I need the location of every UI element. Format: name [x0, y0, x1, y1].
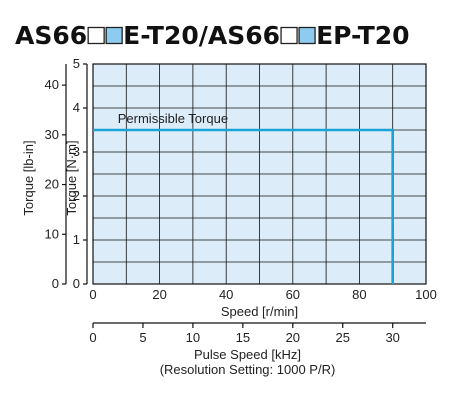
x-speed-tick-label: 0: [89, 287, 96, 302]
y-nm-tick-label: 5: [73, 56, 80, 71]
x-pulse-tick-label: 0: [89, 330, 96, 345]
x-pulse-tick-label: 10: [186, 330, 200, 345]
x-axis-pulse-label: Pulse Speed [kHz]: [194, 347, 301, 362]
title-swatch-1-blue-box: [105, 26, 123, 45]
x-speed-tick-label: 40: [219, 287, 233, 302]
x-pulse-tick-label: 25: [336, 330, 350, 345]
y-lbin-tick-label: 0: [52, 276, 59, 291]
y-lbin-tick-label: 10: [45, 226, 59, 241]
x-axis-speed: 0 20 40 60 80 100 Speed [r/min]: [89, 287, 436, 319]
y-nm-tick-label: 3: [73, 144, 80, 159]
plot-frame: [92, 63, 427, 285]
x-axis-pulse-speed: 0 5 10 15 20 25 30 Pulse Speed [kHz](Resolution…: [89, 322, 426, 377]
y-nm-tick-label: 1: [73, 232, 80, 247]
y-lbin-tick-label: 40: [45, 77, 59, 92]
title-swatch-1-white-box: [87, 26, 105, 45]
chart-title: AS66 E-T20/AS66 EP-T20: [15, 21, 410, 50]
y-nm-tick-label: 0: [73, 276, 80, 291]
permissible-torque-label: Permissible Torque: [118, 111, 228, 126]
y-axis-lbin-label: Torque [lb-in]: [21, 140, 36, 215]
x-pulse-tick-label: 5: [139, 330, 146, 345]
y-lbin-tick-label: 30: [45, 127, 59, 142]
y-nm-tick-label: 4: [73, 100, 80, 115]
x-axis-speed-label: Speed [r/min]: [221, 304, 298, 319]
title-text: AS66 E-T20/AS66 EP-T20: [15, 21, 410, 50]
x-pulse-tick-label: 30: [385, 330, 399, 345]
title-swatch-2-white-box: [280, 26, 298, 45]
y-axis-nm: 0 1 2 3 4 5 Torque [N·m]: [64, 56, 88, 291]
x-axis-pulse-note: (Resolution Setting: 1000 P/R): [160, 362, 336, 377]
y-nm-tick-label: 2: [73, 188, 80, 203]
y-lbin-tick-label: 20: [45, 177, 59, 192]
x-speed-tick-label: 100: [415, 287, 437, 302]
y-axis-nm-label: Torque [N·m]: [64, 140, 79, 215]
x-speed-tick-label: 20: [152, 287, 166, 302]
x-speed-tick-label: 80: [352, 287, 366, 302]
x-pulse-tick-label: 20: [286, 330, 300, 345]
x-pulse-tick-label: 15: [236, 330, 250, 345]
series-permissible-torque-line: [93, 128, 395, 284]
title-swatch-2-blue-box: [298, 26, 316, 45]
y-axis-lbin: 0 10 20 30 40 Torque [lb-in]: [21, 64, 67, 291]
plot-area: Permissible Torque: [92, 63, 427, 285]
x-speed-tick-label: 60: [286, 287, 300, 302]
